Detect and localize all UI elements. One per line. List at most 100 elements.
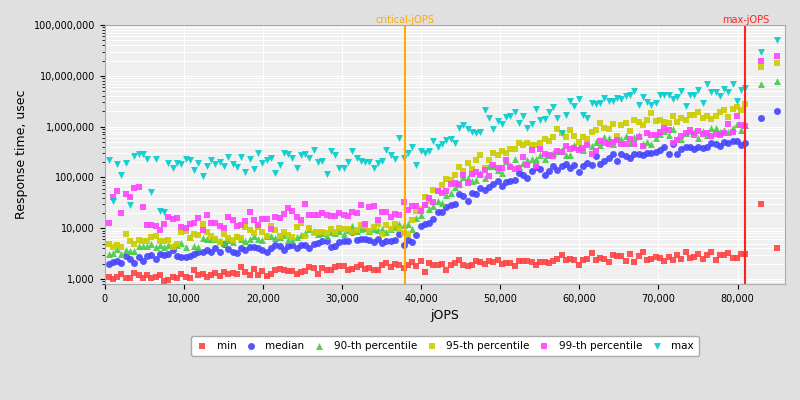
min xyxy=(406,258,418,265)
median xyxy=(521,175,534,182)
median xyxy=(393,230,406,237)
99-th percentile xyxy=(380,209,393,216)
max xyxy=(730,98,743,104)
99-th percentile xyxy=(726,129,739,135)
max xyxy=(162,159,175,166)
median xyxy=(449,201,462,207)
95-th percentile xyxy=(658,119,670,125)
max xyxy=(628,88,641,94)
95-th percentile xyxy=(568,133,581,139)
99-th percentile xyxy=(470,169,482,176)
90-th percentile xyxy=(521,157,534,163)
max xyxy=(346,148,358,154)
99-th percentile xyxy=(256,216,269,222)
99-th percentile xyxy=(615,140,628,147)
95-th percentile xyxy=(444,176,457,183)
90-th percentile xyxy=(325,229,338,236)
max xyxy=(726,81,739,87)
median xyxy=(487,181,500,187)
90-th percentile xyxy=(282,237,294,243)
min xyxy=(564,256,577,262)
min xyxy=(637,249,650,255)
95-th percentile xyxy=(590,127,602,134)
95-th percentile xyxy=(602,126,615,132)
95-th percentile xyxy=(534,140,546,146)
min xyxy=(333,262,346,269)
90-th percentile xyxy=(265,232,278,239)
95-th percentile xyxy=(393,226,406,232)
99-th percentile xyxy=(517,154,530,161)
99-th percentile xyxy=(201,212,214,219)
max xyxy=(218,163,230,169)
95-th percentile xyxy=(329,229,342,236)
max xyxy=(290,165,303,171)
median xyxy=(363,236,376,243)
99-th percentile xyxy=(243,208,256,215)
90-th percentile xyxy=(726,125,739,131)
99-th percentile xyxy=(218,225,230,231)
90-th percentile xyxy=(110,245,123,252)
min xyxy=(269,267,282,274)
95-th percentile xyxy=(312,229,325,235)
95-th percentile xyxy=(273,233,286,239)
95-th percentile xyxy=(278,229,290,236)
99-th percentile xyxy=(431,188,444,194)
90-th percentile xyxy=(294,232,307,238)
median xyxy=(696,144,709,151)
90-th percentile xyxy=(192,244,205,250)
max xyxy=(482,115,495,122)
median xyxy=(234,245,247,251)
90-th percentile xyxy=(256,237,269,243)
90-th percentile xyxy=(320,233,333,239)
90-th percentile xyxy=(632,132,645,139)
95-th percentile xyxy=(137,238,150,244)
max xyxy=(123,202,136,209)
99-th percentile xyxy=(568,145,581,152)
99-th percentile xyxy=(316,210,329,216)
90-th percentile xyxy=(654,130,666,137)
min xyxy=(521,258,534,264)
99-th percentile xyxy=(123,194,136,200)
99-th percentile xyxy=(487,162,500,168)
95-th percentile xyxy=(487,150,500,156)
min xyxy=(150,274,162,281)
99-th percentile xyxy=(414,208,427,214)
median xyxy=(320,238,333,244)
99-th percentile xyxy=(462,180,474,186)
max xyxy=(495,121,508,127)
90-th percentile xyxy=(115,251,128,257)
max xyxy=(128,153,141,159)
95-th percentile xyxy=(290,224,303,230)
99-th percentile xyxy=(393,212,406,218)
min xyxy=(606,252,619,259)
95-th percentile xyxy=(183,235,196,241)
min xyxy=(705,249,718,256)
95-th percentile xyxy=(294,220,307,226)
95-th percentile xyxy=(256,229,269,236)
min xyxy=(132,272,145,278)
99-th percentile xyxy=(406,203,418,210)
min xyxy=(581,256,594,262)
min xyxy=(534,259,546,265)
95-th percentile xyxy=(722,114,734,120)
95-th percentile xyxy=(222,234,234,241)
95-th percentile xyxy=(371,221,384,228)
median xyxy=(606,151,619,157)
95-th percentile xyxy=(170,241,183,247)
90-th percentile xyxy=(645,141,658,147)
90-th percentile xyxy=(615,136,628,142)
95-th percentile xyxy=(367,224,380,230)
min xyxy=(265,271,278,278)
min xyxy=(714,252,726,258)
median xyxy=(538,172,551,178)
max xyxy=(572,96,585,102)
min xyxy=(594,255,606,261)
min xyxy=(624,251,637,258)
99-th percentile xyxy=(175,224,188,230)
median xyxy=(119,253,132,259)
95-th percentile xyxy=(572,138,585,145)
max xyxy=(393,135,406,141)
99-th percentile xyxy=(482,173,495,179)
max xyxy=(431,144,444,150)
max xyxy=(500,114,513,120)
